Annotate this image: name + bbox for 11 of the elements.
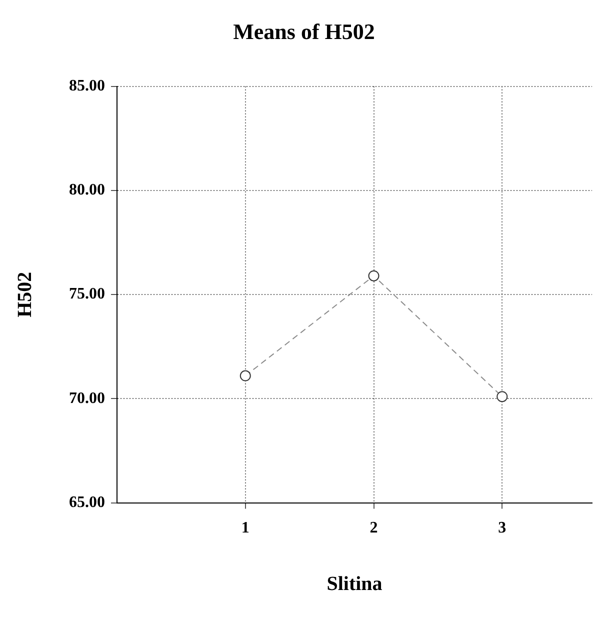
x-tick-label: 3: [498, 520, 506, 537]
chart-title: Means of H502: [233, 18, 375, 44]
y-tick-label: 85.00: [69, 78, 105, 95]
y-tick-label: 65.00: [69, 494, 105, 511]
y-tick-label: 80.00: [69, 182, 105, 199]
x-tick-label: 1: [241, 520, 250, 537]
y-axis-title: H502: [14, 272, 36, 318]
y-tick-label: 70.00: [69, 390, 105, 407]
y-tick-label: 75.00: [69, 286, 105, 303]
x-axis-title: Slitina: [326, 573, 382, 596]
x-tick-label: 2: [370, 520, 378, 537]
